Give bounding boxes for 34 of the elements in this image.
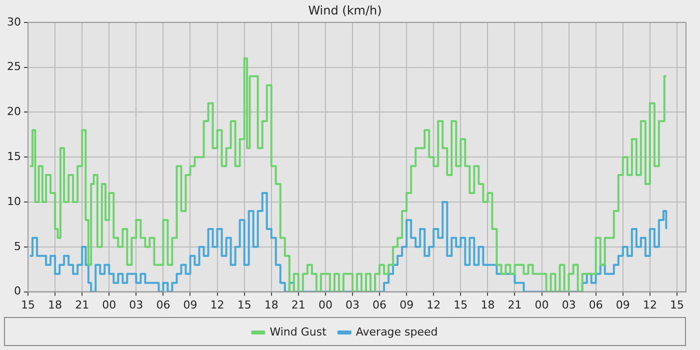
x-tick-label: 09 — [183, 298, 198, 312]
x-tick-label: 15 — [237, 298, 252, 312]
x-tick-label: 12 — [426, 298, 441, 312]
y-tick-label: 0 — [14, 284, 21, 298]
x-tick-label: 00 — [318, 298, 332, 312]
x-tick-label: 00 — [534, 298, 549, 312]
legend-label: Average speed — [356, 325, 438, 338]
x-tick-label: 12 — [642, 298, 657, 312]
x-tick-label: 15 — [454, 298, 468, 312]
x-tick-label: 03 — [562, 298, 576, 312]
x-tick-label: 21 — [291, 298, 306, 312]
x-tick-label: 12 — [210, 298, 224, 312]
y-tick-label: 5 — [14, 240, 21, 253]
x-tick-label: 09 — [400, 298, 414, 312]
x-tick-label: 06 — [156, 298, 170, 312]
y-tick-label: 30 — [6, 15, 21, 28]
x-tick-label: 18 — [48, 298, 62, 312]
x-tick-label: 15 — [670, 298, 684, 312]
x-tick-label: 06 — [372, 298, 387, 312]
x-tick-label: 03 — [129, 298, 144, 312]
x-tick-label: 21 — [508, 298, 522, 312]
x-tick-label: 00 — [102, 298, 116, 312]
x-tick-label: 21 — [75, 298, 90, 312]
x-tick-label: 09 — [616, 298, 630, 312]
x-tick-label: 18 — [480, 298, 495, 312]
y-tick-label: 25 — [6, 60, 21, 74]
x-tick-label: 03 — [345, 298, 360, 312]
y-tick-label: 10 — [6, 194, 21, 208]
chart-title: Wind (km/h) — [308, 3, 382, 18]
y-tick-label: 20 — [6, 105, 21, 118]
x-tick-label: 18 — [264, 298, 278, 312]
legend-label: Wind Gust — [270, 325, 328, 338]
y-tick-label: 15 — [6, 150, 21, 163]
x-tick-label: 06 — [588, 298, 603, 312]
